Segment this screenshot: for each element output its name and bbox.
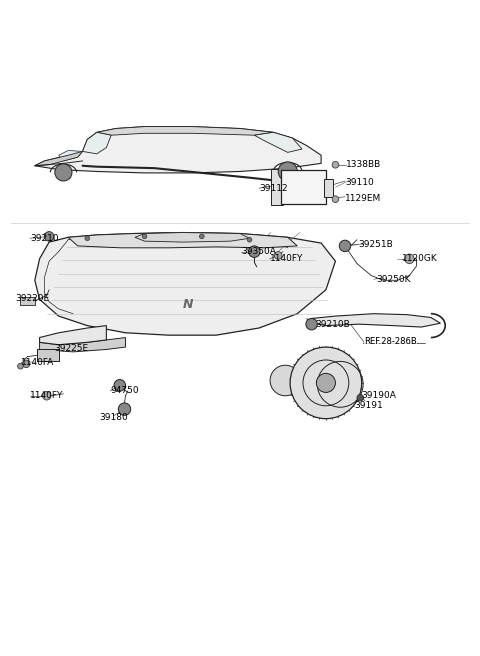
Polygon shape (97, 127, 274, 135)
Text: 39110: 39110 (345, 178, 374, 187)
Circle shape (405, 254, 414, 264)
Polygon shape (39, 338, 125, 352)
Circle shape (142, 234, 147, 239)
Circle shape (114, 380, 125, 391)
Text: 1338BB: 1338BB (346, 160, 381, 169)
Polygon shape (312, 314, 441, 327)
Circle shape (44, 232, 54, 241)
Circle shape (199, 234, 204, 239)
Circle shape (18, 363, 24, 369)
Text: 39191: 39191 (355, 401, 384, 410)
Polygon shape (135, 233, 250, 242)
Text: 1140FY: 1140FY (30, 391, 63, 400)
Circle shape (339, 240, 351, 252)
Polygon shape (68, 233, 297, 248)
Polygon shape (83, 133, 111, 154)
Circle shape (249, 246, 260, 257)
Text: REF.28-286B: REF.28-286B (364, 337, 417, 346)
Circle shape (332, 161, 339, 168)
Polygon shape (35, 152, 83, 166)
Text: 39251B: 39251B (359, 240, 393, 249)
Polygon shape (35, 127, 321, 173)
Text: 1129EM: 1129EM (345, 194, 381, 203)
Polygon shape (39, 325, 107, 344)
Text: N: N (182, 298, 193, 311)
Text: 39180: 39180 (99, 413, 128, 422)
Text: 39350A: 39350A (241, 247, 276, 256)
Bar (324, 178, 333, 197)
Circle shape (247, 237, 252, 242)
Text: 1140FA: 1140FA (22, 358, 55, 367)
Text: 39225E: 39225E (54, 344, 88, 352)
Text: 94750: 94750 (110, 386, 139, 396)
Circle shape (118, 403, 131, 415)
Bar (281, 169, 326, 204)
Circle shape (306, 318, 317, 330)
Text: 1140FY: 1140FY (270, 255, 303, 263)
Bar (271, 169, 283, 205)
Circle shape (23, 360, 30, 367)
Polygon shape (35, 233, 336, 335)
Text: 39250K: 39250K (376, 275, 410, 284)
Circle shape (270, 365, 300, 396)
Text: REF.28-286B: REF.28-286B (364, 337, 417, 346)
Polygon shape (254, 133, 302, 152)
Text: 39210B: 39210B (315, 319, 350, 329)
Circle shape (55, 164, 72, 181)
Text: 1120GK: 1120GK (402, 255, 438, 263)
Circle shape (290, 347, 362, 419)
Circle shape (85, 236, 90, 241)
Text: 39210: 39210 (30, 234, 59, 243)
Bar (37, 350, 59, 361)
Circle shape (278, 162, 297, 181)
Circle shape (275, 252, 282, 259)
Text: 39112: 39112 (259, 184, 288, 193)
Polygon shape (59, 150, 83, 161)
Bar (21, 297, 35, 305)
Text: 39220E: 39220E (16, 294, 50, 303)
Circle shape (42, 392, 51, 400)
Circle shape (316, 373, 336, 392)
Circle shape (357, 394, 364, 401)
Circle shape (332, 195, 339, 203)
Text: 39190A: 39190A (362, 391, 396, 400)
